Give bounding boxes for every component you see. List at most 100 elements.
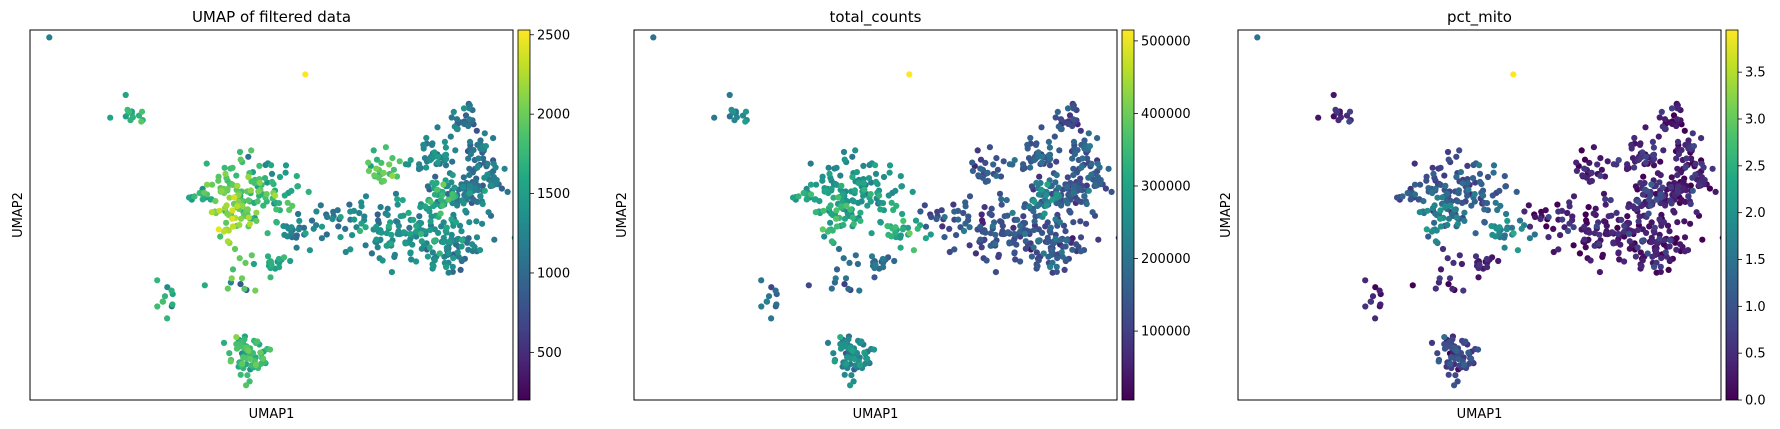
data-point bbox=[1513, 188, 1520, 195]
data-point bbox=[1022, 238, 1029, 245]
data-point bbox=[467, 151, 474, 158]
data-point bbox=[107, 114, 114, 121]
data-point bbox=[1573, 167, 1580, 174]
data-point bbox=[1088, 171, 1095, 178]
data-point bbox=[912, 217, 920, 224]
data-point bbox=[442, 144, 449, 151]
data-point bbox=[1526, 223, 1534, 230]
data-point bbox=[1012, 256, 1019, 263]
colorbar-tick: 0.0 bbox=[1738, 394, 1766, 409]
data-point bbox=[465, 122, 472, 130]
data-point bbox=[317, 202, 324, 209]
data-point bbox=[466, 172, 473, 179]
data-point bbox=[313, 208, 320, 215]
data-point bbox=[154, 303, 161, 310]
data-point bbox=[1009, 209, 1016, 216]
data-point bbox=[1636, 141, 1644, 148]
data-point bbox=[295, 226, 302, 233]
data-point bbox=[1596, 231, 1603, 238]
data-point bbox=[392, 190, 400, 197]
data-point bbox=[1582, 211, 1589, 218]
data-point bbox=[374, 244, 381, 251]
data-point bbox=[1073, 241, 1080, 248]
data-point bbox=[1052, 179, 1059, 186]
data-point bbox=[1628, 145, 1635, 152]
data-point bbox=[880, 264, 887, 271]
data-point bbox=[731, 117, 738, 124]
data-point bbox=[1330, 91, 1337, 99]
data-point bbox=[1021, 204, 1028, 211]
data-point bbox=[440, 181, 447, 188]
data-point bbox=[856, 361, 864, 369]
data-point bbox=[1334, 108, 1341, 115]
data-point bbox=[1596, 269, 1603, 276]
data-point bbox=[904, 224, 912, 231]
data-point bbox=[855, 180, 862, 187]
data-point bbox=[1510, 71, 1517, 78]
data-point bbox=[872, 162, 879, 169]
data-point bbox=[365, 159, 372, 166]
data-point bbox=[917, 208, 924, 215]
colorbar-tick: 2000 bbox=[530, 108, 570, 123]
data-point bbox=[449, 191, 456, 198]
data-point bbox=[434, 159, 441, 166]
data-point bbox=[1411, 191, 1419, 198]
data-point bbox=[1481, 206, 1488, 213]
data-point bbox=[1011, 249, 1018, 256]
data-point bbox=[240, 211, 248, 218]
x-axis-label: UMAP1 bbox=[853, 407, 899, 422]
data-point bbox=[852, 147, 859, 154]
data-point bbox=[1407, 196, 1414, 203]
data-point bbox=[1053, 263, 1060, 270]
data-point bbox=[1436, 275, 1443, 282]
data-point bbox=[240, 354, 247, 361]
data-point bbox=[1510, 230, 1517, 237]
x-axis-label: UMAP1 bbox=[1457, 407, 1503, 422]
data-point bbox=[245, 173, 252, 181]
data-point bbox=[1615, 230, 1622, 238]
data-point bbox=[402, 240, 409, 247]
data-point bbox=[1690, 143, 1697, 150]
data-point bbox=[380, 177, 387, 184]
panel-title: total_counts bbox=[830, 8, 922, 27]
data-point bbox=[1053, 268, 1060, 275]
data-point bbox=[427, 218, 434, 225]
data-point bbox=[1444, 221, 1451, 229]
data-point bbox=[1674, 172, 1681, 179]
data-point bbox=[226, 350, 233, 357]
data-point bbox=[1052, 114, 1059, 121]
data-point bbox=[1069, 246, 1076, 253]
data-point bbox=[256, 162, 263, 169]
data-point bbox=[1079, 155, 1086, 162]
data-point bbox=[457, 266, 464, 273]
data-point bbox=[1064, 200, 1071, 207]
data-point bbox=[466, 190, 473, 197]
data-point bbox=[1458, 260, 1465, 268]
scatter-points bbox=[1254, 34, 1721, 389]
data-point bbox=[1602, 196, 1609, 203]
data-point bbox=[1592, 205, 1599, 212]
data-point bbox=[1696, 182, 1703, 189]
data-point bbox=[276, 264, 283, 271]
data-point bbox=[1665, 266, 1672, 273]
data-point bbox=[868, 253, 876, 260]
data-point bbox=[482, 143, 489, 150]
data-point bbox=[362, 193, 370, 200]
data-point bbox=[1346, 108, 1354, 115]
data-point bbox=[742, 108, 750, 115]
data-point bbox=[480, 155, 487, 162]
data-point bbox=[1456, 362, 1463, 369]
data-point bbox=[445, 196, 452, 203]
data-point bbox=[960, 209, 967, 217]
data-point bbox=[371, 172, 378, 179]
data-point bbox=[886, 162, 894, 169]
data-point bbox=[358, 203, 365, 210]
data-point bbox=[842, 275, 850, 282]
data-point bbox=[1456, 147, 1463, 154]
data-point bbox=[742, 118, 749, 125]
data-point bbox=[1635, 218, 1642, 225]
data-point bbox=[1464, 179, 1471, 186]
data-point bbox=[999, 222, 1006, 230]
data-point bbox=[865, 175, 873, 182]
data-point bbox=[1088, 160, 1095, 167]
